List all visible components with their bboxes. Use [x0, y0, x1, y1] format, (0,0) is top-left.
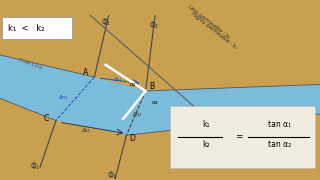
Polygon shape — [90, 15, 320, 91]
Text: Less permeable : k₁: Less permeable : k₁ — [187, 4, 231, 40]
Text: k₂: k₂ — [202, 140, 209, 149]
Text: tan α₁: tan α₁ — [268, 120, 291, 129]
FancyBboxPatch shape — [2, 17, 72, 39]
Text: Δs₂: Δs₂ — [82, 128, 90, 133]
Polygon shape — [0, 98, 126, 179]
Polygon shape — [0, 55, 94, 120]
Text: tan α₂: tan α₂ — [268, 140, 291, 149]
Text: D: D — [130, 134, 135, 143]
Text: C: C — [43, 114, 48, 123]
Text: A: A — [83, 68, 88, 77]
Polygon shape — [56, 77, 146, 135]
Text: B: B — [149, 82, 154, 91]
Text: α₂: α₂ — [152, 100, 159, 105]
Text: Flow Line: Flow Line — [18, 58, 43, 71]
Polygon shape — [126, 114, 320, 179]
Text: α₁: α₁ — [130, 82, 136, 87]
Text: Φ₁: Φ₁ — [30, 162, 39, 171]
Text: =: = — [236, 132, 243, 141]
Polygon shape — [126, 84, 320, 135]
Text: Δn₁: Δn₁ — [59, 95, 68, 100]
Text: k₁: k₁ — [202, 120, 209, 129]
Text: Φ₂: Φ₂ — [107, 171, 116, 180]
Text: Δn₂: Δn₂ — [133, 112, 142, 117]
Text: k₁  <   k₂: k₁ < k₂ — [8, 24, 44, 33]
Text: Φ₂: Φ₂ — [150, 21, 159, 30]
Text: Δs₁: Δs₁ — [114, 77, 122, 82]
Text: Φ₁: Φ₁ — [102, 18, 111, 27]
Text: Highly permeable : k₂: Highly permeable : k₂ — [190, 11, 238, 50]
FancyBboxPatch shape — [170, 106, 315, 168]
